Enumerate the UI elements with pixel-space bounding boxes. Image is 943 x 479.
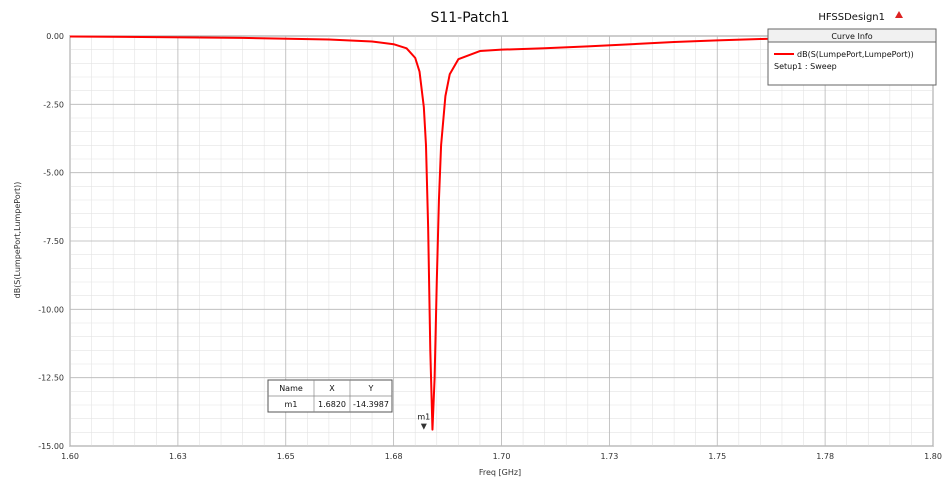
y-tick-label: -5.00 [43, 169, 64, 178]
marker-table-cell-x: 1.6820 [318, 400, 346, 409]
marker-table-header-y: Y [368, 384, 374, 393]
design-name: HFSSDesign1 [818, 12, 885, 23]
marker-table[interactable]: Name X Y m1 1.6820 -14.3987 [267, 379, 393, 413]
y-tick-label: -12.50 [38, 374, 64, 383]
design-label: HFSSDesign1 [818, 11, 903, 23]
legend-header-bar [767, 28, 937, 43]
x-tick-label: 1.65 [277, 452, 295, 461]
y-axis-label: dB(S(LumpePort,LumpePort)) [13, 182, 22, 299]
legend-setup: Setup1 : Sweep [774, 62, 837, 71]
legend-entry: dB(S(LumpePort,LumpePort)) [797, 50, 914, 59]
x-tick-label: 1.78 [816, 452, 834, 461]
x-tick-label: 1.63 [169, 452, 187, 461]
chart-title: S11-Patch1 [430, 10, 509, 26]
grid-lines [69, 35, 934, 447]
curve-info-legend[interactable]: Curve Info dB(S(LumpePort,LumpePort)) Se… [767, 28, 937, 86]
marker-table-cell-name: m1 [285, 400, 298, 409]
x-axis-label: Freq [GHz] [479, 468, 521, 477]
y-tick-label: -15.00 [38, 442, 64, 451]
y-tick-label: 0.00 [46, 32, 64, 41]
legend-title: Curve Info [831, 32, 872, 41]
warning-triangle-icon[interactable] [895, 11, 903, 18]
x-tick-label: 1.60 [61, 452, 79, 461]
series-line [69, 35, 934, 431]
marker-m1 [420, 423, 427, 430]
marker-table-header-name: Name [279, 384, 303, 393]
y-tick-label: -10.00 [38, 305, 64, 314]
x-tick-label: 1.70 [493, 452, 511, 461]
x-tick-label: 1.80 [924, 452, 942, 461]
x-tick-label: 1.68 [385, 452, 403, 461]
series-group: m1 [69, 35, 934, 431]
marker-table-cell-y: -14.3987 [353, 400, 389, 409]
x-tick-label: 1.73 [600, 452, 618, 461]
marker-table-header-x: X [329, 384, 335, 393]
y-tick-label: -2.50 [43, 100, 64, 109]
x-tick-label: 1.75 [708, 452, 726, 461]
y-tick-labels: 0.00 -2.50 -5.00 -7.50 -10.00 -12.50 -15.00 [38, 32, 64, 451]
x-tick-labels: 1.60 1.63 1.65 1.68 1.70 1.73 1.75 1.78 1.80 [61, 452, 942, 461]
marker-m1-label: m1 [417, 413, 430, 422]
y-tick-label: -7.50 [43, 237, 64, 246]
